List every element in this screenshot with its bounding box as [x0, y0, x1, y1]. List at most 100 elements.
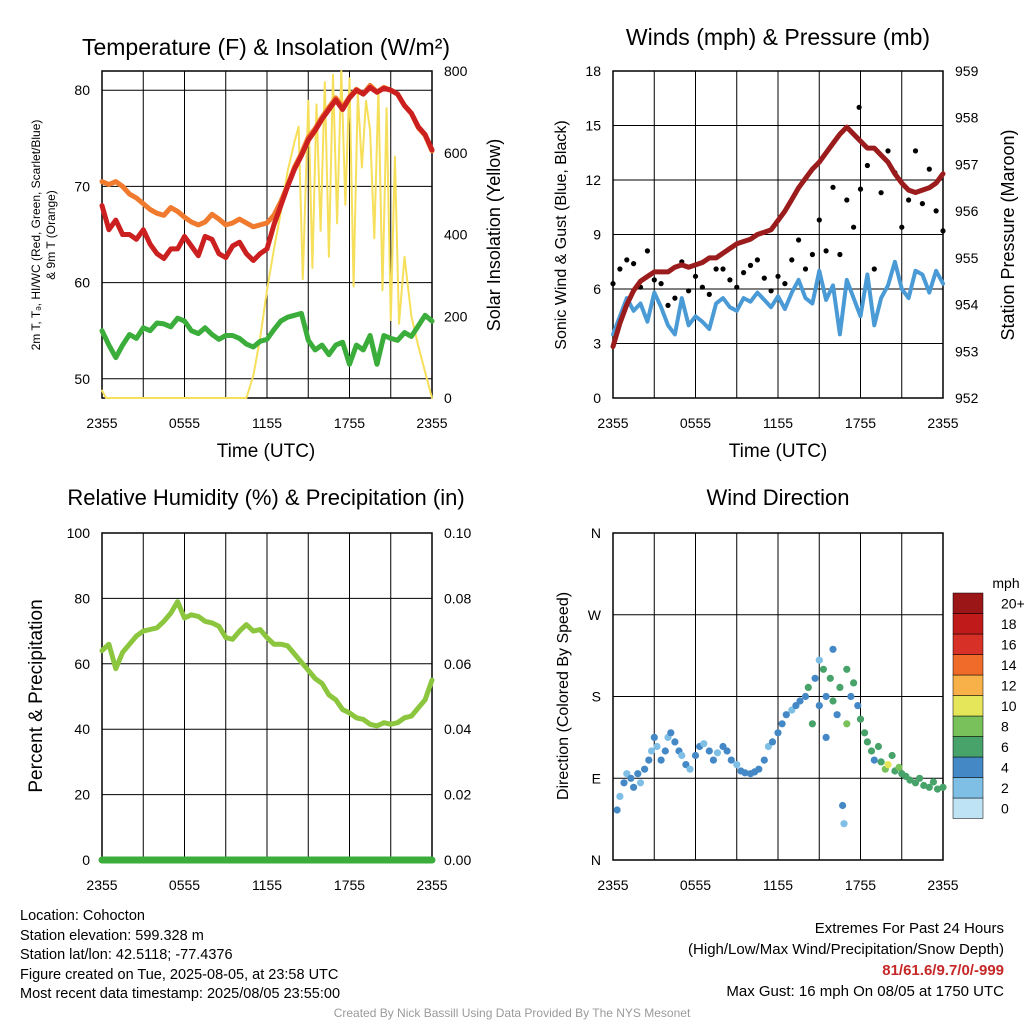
gust-point [775, 273, 781, 279]
colorbar-swatch [952, 797, 984, 819]
temp-x-tick-label: 1755 [334, 415, 365, 431]
wind-y2-tick-label: 959 [955, 63, 979, 79]
direction-point [723, 747, 731, 755]
extremes-title: Extremes For Past 24 Hours [814, 920, 1004, 937]
gust-point [940, 228, 946, 234]
wind-y2-tick-label: 953 [955, 343, 979, 359]
gust-point [631, 261, 637, 267]
temp-y-tick-label: 70 [74, 178, 90, 194]
direction-point [836, 683, 844, 692]
wind-x-tick-label: 1755 [845, 415, 876, 431]
colorbar-label: 4 [1001, 759, 1009, 775]
rh-ylabel: Percent & Precipitation [26, 599, 47, 792]
colorbar-label: 18 [1001, 616, 1017, 632]
direction-point [854, 702, 862, 710]
wind-y2-tick-label: 955 [955, 250, 979, 266]
colorbar-label: 2 [1001, 780, 1009, 796]
gust-point [713, 266, 719, 272]
direction-point [782, 711, 790, 719]
wind-direction-panel: Wind Direction Direction (Colored By Spe… [555, 485, 1024, 893]
direction-point [671, 738, 679, 746]
temp-y2-tick-label: 400 [444, 227, 468, 243]
direction-point [661, 747, 669, 755]
rh-y-tick-label: 80 [74, 590, 90, 606]
gust-point [686, 288, 692, 294]
colorbar-label: 16 [1001, 636, 1017, 652]
gust-point [747, 262, 754, 268]
direction-point [826, 674, 834, 682]
direction-point [874, 742, 883, 751]
direction-point [778, 720, 786, 728]
direction-point [867, 747, 876, 755]
direction-point [829, 645, 837, 653]
humidity-panel: Relative Humidity (%) & Precipitation (i… [26, 485, 471, 893]
direction-point [850, 679, 858, 687]
wind-y-tick-label: 9 [593, 227, 601, 243]
direction-point [808, 720, 817, 728]
rh-y2-tick-label: 0.06 [444, 656, 471, 672]
direction-point [653, 742, 661, 751]
temp-series-td [99, 310, 435, 367]
rh-line [99, 599, 435, 729]
temp-ylabel-line1: 2m T, Tₔ, HI/WC (Red, Green, Scarlet/Blu… [29, 120, 43, 351]
direction-point [895, 763, 903, 772]
station-latlon: Station lat/lon: 42.5118; -77.4376 [20, 947, 233, 963]
direction-point [819, 665, 828, 673]
direction-point [863, 738, 872, 746]
colorbar-swatch [952, 613, 984, 635]
direction-point [861, 729, 869, 737]
gust-point [672, 295, 678, 301]
direction-point [939, 783, 947, 791]
rh-y-tick-label: 60 [74, 656, 90, 672]
sonic-wind-line [611, 259, 945, 337]
direction-point [843, 720, 851, 728]
temperature-panel: Temperature (F) & Insolation (W/m²) Time… [29, 34, 504, 462]
dir-x-tick-label: 2355 [597, 877, 628, 893]
wind-plot-frame [612, 70, 944, 399]
gust-point [720, 266, 726, 272]
wind-y2-tick-label: 954 [955, 297, 979, 313]
dir-plot-frame [612, 532, 944, 861]
gust-point [651, 277, 657, 283]
wind-y2-tick-label: 958 [955, 110, 979, 126]
recent-timestamp: Most recent data timestamp: 2025/08/05 2… [20, 986, 341, 1002]
colorbar-label: 8 [1001, 718, 1009, 734]
wind-y-tick-label: 6 [593, 281, 601, 297]
gust-point [699, 284, 706, 290]
direction-point [682, 761, 690, 769]
wind-y-tick-label: 15 [585, 118, 601, 134]
direction-point [620, 779, 628, 787]
rh-y2-tick-label: 0.00 [444, 852, 471, 868]
direction-point [760, 756, 768, 764]
gust-point [906, 197, 912, 203]
direction-point [634, 770, 642, 778]
direction-point [815, 656, 823, 664]
wind-x-tick-label: 1155 [763, 415, 793, 431]
pressure-ylabel: Station Pressure (Maroon) [998, 129, 1018, 340]
colorbar-label: 10 [1001, 698, 1017, 714]
colorbar-swatch [952, 695, 984, 717]
dir-ylabel: Direction (Colored By Speed) [555, 592, 572, 800]
direction-point [641, 765, 649, 773]
gust-point [706, 291, 712, 297]
dir-x-tick-label: 0555 [680, 877, 711, 893]
dir-x-tick-label: 2355 [927, 877, 958, 893]
wind-y2-tick-label: 956 [955, 203, 979, 219]
rh-title: Relative Humidity (%) & Precipitation (i… [67, 485, 464, 510]
gust-point [871, 266, 877, 272]
rh-x-tick-label: 2355 [86, 877, 117, 893]
direction-point [877, 758, 885, 766]
gust-point [796, 237, 802, 243]
colorbar-swatch [952, 715, 984, 737]
direction-point [916, 774, 924, 782]
temp-series-2m-t [99, 84, 435, 263]
direction-point [657, 756, 665, 764]
direction-point [833, 711, 841, 719]
direction-point [839, 801, 847, 810]
wind-y-tick-label: 18 [585, 63, 601, 79]
direction-point [733, 761, 741, 769]
gust-point [809, 251, 816, 258]
direction-point [840, 820, 848, 828]
wind-x-tick-label: 2355 [927, 415, 958, 431]
